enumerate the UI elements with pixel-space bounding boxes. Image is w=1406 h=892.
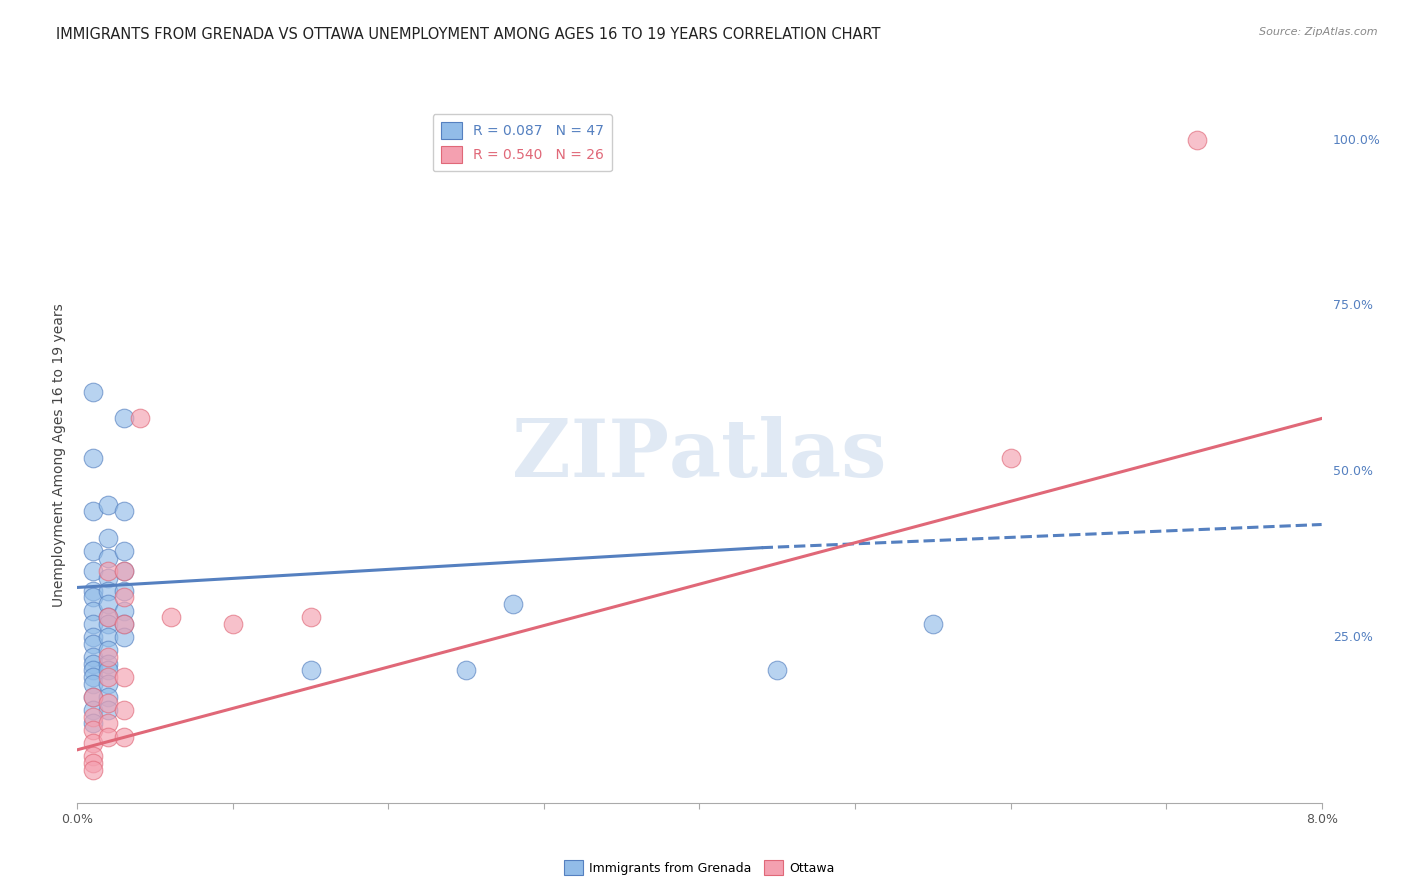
Point	[97, 550, 120, 565]
Point	[82, 384, 104, 399]
Text: IMMIGRANTS FROM GRENADA VS OTTAWA UNEMPLOYMENT AMONG AGES 16 TO 19 YEARS CORRELA: IMMIGRANTS FROM GRENADA VS OTTAWA UNEMPL…	[56, 27, 880, 42]
Point	[112, 504, 135, 518]
Point	[112, 564, 135, 578]
Point	[82, 703, 104, 717]
Point	[456, 663, 478, 677]
Point	[97, 630, 120, 644]
Point	[97, 670, 120, 684]
Point	[766, 663, 789, 677]
Point	[97, 643, 120, 657]
Point	[159, 610, 181, 624]
Point	[97, 597, 120, 611]
Text: 25.0%: 25.0%	[1333, 631, 1372, 644]
Text: ZIP​atlas: ZIP​atlas	[512, 416, 887, 494]
Point	[128, 411, 150, 425]
Point	[97, 676, 120, 690]
Point	[222, 616, 245, 631]
Point	[112, 630, 135, 644]
Point	[97, 697, 120, 711]
Point	[112, 670, 135, 684]
Point	[82, 736, 104, 750]
Point	[921, 616, 943, 631]
Point	[82, 583, 104, 598]
Point	[82, 709, 104, 723]
Point	[97, 564, 120, 578]
Point	[82, 690, 104, 704]
Point	[112, 411, 135, 425]
Point	[82, 756, 104, 770]
Point	[82, 451, 104, 466]
Point	[299, 610, 322, 624]
Point	[97, 610, 120, 624]
Point	[82, 749, 104, 764]
Point	[97, 716, 120, 731]
Point	[82, 690, 104, 704]
Point	[112, 730, 135, 744]
Point	[97, 657, 120, 671]
Point	[82, 763, 104, 777]
Point	[97, 570, 120, 584]
Point	[299, 663, 322, 677]
Point	[97, 531, 120, 545]
Point	[112, 583, 135, 598]
Point	[112, 604, 135, 618]
Point	[82, 564, 104, 578]
Point	[82, 616, 104, 631]
Point	[97, 616, 120, 631]
Point	[82, 657, 104, 671]
Point	[97, 583, 120, 598]
Point	[82, 663, 104, 677]
Point	[1000, 451, 1022, 466]
Point	[1187, 133, 1209, 147]
Point	[97, 498, 120, 512]
Point	[82, 670, 104, 684]
Legend: Immigrants from Grenada, Ottawa: Immigrants from Grenada, Ottawa	[560, 855, 839, 880]
Y-axis label: Unemployment Among Ages 16 to 19 years: Unemployment Among Ages 16 to 19 years	[52, 303, 66, 607]
Point	[82, 723, 104, 737]
Point	[82, 650, 104, 665]
Point	[97, 730, 120, 744]
Point	[112, 544, 135, 558]
Point	[97, 703, 120, 717]
Point	[97, 663, 120, 677]
Point	[97, 650, 120, 665]
Text: 50.0%: 50.0%	[1333, 465, 1372, 478]
Point	[82, 544, 104, 558]
Point	[112, 616, 135, 631]
Text: 100.0%: 100.0%	[1333, 134, 1381, 146]
Point	[82, 637, 104, 651]
Text: 75.0%: 75.0%	[1333, 300, 1372, 312]
Point	[112, 591, 135, 605]
Point	[82, 591, 104, 605]
Point	[82, 716, 104, 731]
Point	[112, 616, 135, 631]
Point	[82, 604, 104, 618]
Text: Source: ZipAtlas.com: Source: ZipAtlas.com	[1260, 27, 1378, 37]
Point	[97, 610, 120, 624]
Point	[82, 676, 104, 690]
Point	[82, 630, 104, 644]
Point	[112, 703, 135, 717]
Point	[112, 564, 135, 578]
Point	[97, 690, 120, 704]
Point	[502, 597, 524, 611]
Point	[82, 504, 104, 518]
